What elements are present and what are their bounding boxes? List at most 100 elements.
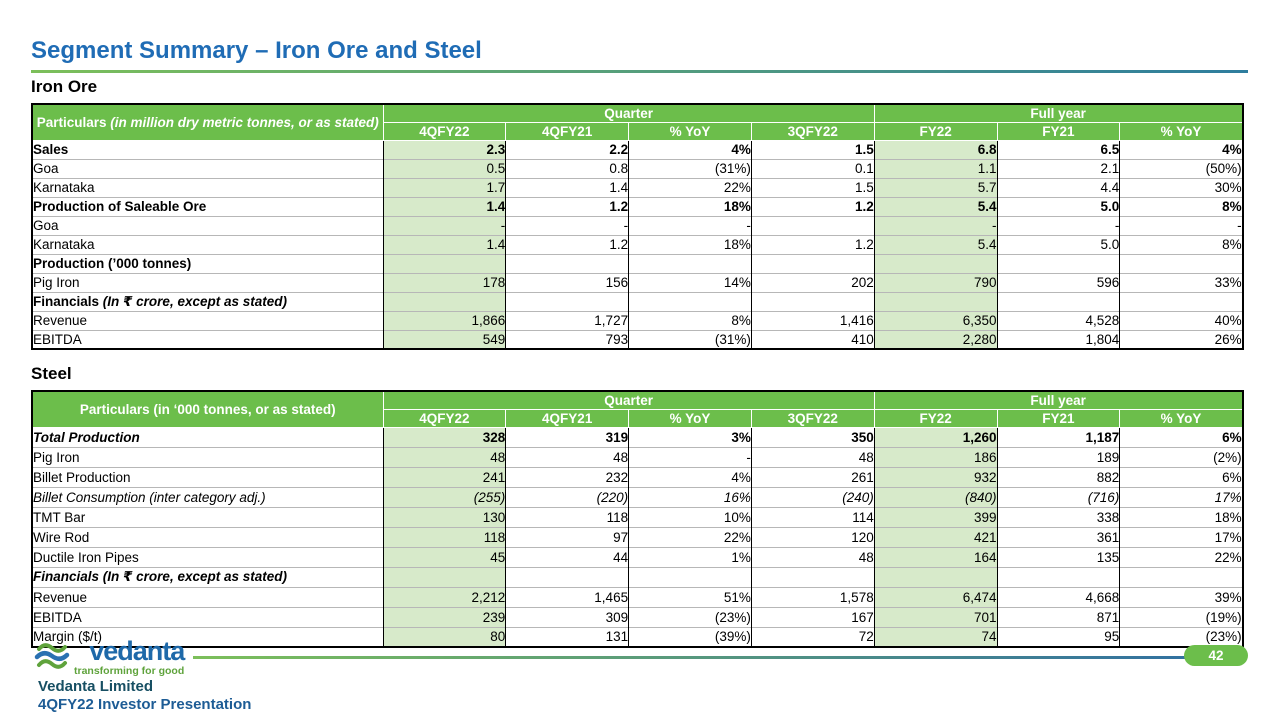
value-cell: - <box>628 215 752 235</box>
value-cell: 1.4 <box>382 196 506 216</box>
column-header: 4QFY21 <box>505 121 630 141</box>
row-label: Goa <box>32 215 383 235</box>
value-cell: 178 <box>382 272 506 292</box>
table-row: Karnataka 1.7 1.4 22% 1.5 5.7 4.4 30% <box>32 177 1243 197</box>
value-cell <box>628 291 752 311</box>
value-cell: 328 <box>382 426 506 447</box>
row-label: Goa <box>32 158 383 178</box>
value-cell: 6,474 <box>873 586 998 607</box>
row-label: TMT Bar <box>32 506 383 527</box>
value-cell: (50%) <box>1119 158 1243 178</box>
vedanta-logo: vedanta transforming for good <box>33 638 185 677</box>
value-cell: 167 <box>750 606 875 627</box>
value-cell: 130 <box>382 506 506 527</box>
value-cell: 0.5 <box>382 158 506 178</box>
iron-ore-table: Particulars (in million dry metric tonne… <box>31 103 1244 350</box>
value-cell: 48 <box>382 446 506 467</box>
presentation-name: 4QFY22 Investor Presentation <box>38 696 252 713</box>
value-cell <box>628 566 752 587</box>
value-cell <box>750 215 875 235</box>
column-header: FY21 <box>996 121 1121 141</box>
value-cell: 97 <box>505 526 629 547</box>
value-cell: 30% <box>1119 177 1243 197</box>
value-cell: 2.3 <box>382 139 506 159</box>
value-cell: 2.1 <box>996 158 1120 178</box>
value-cell: 1,187 <box>996 426 1120 447</box>
column-header: % YoY <box>628 408 752 428</box>
value-cell: (39%) <box>628 626 752 647</box>
value-cell <box>1119 291 1243 311</box>
table-row: Sales 2.3 2.2 4% 1.5 6.8 6.5 4% <box>32 139 1243 159</box>
row-label: Pig Iron <box>32 446 383 467</box>
value-cell: 80 <box>382 626 506 647</box>
section-heading-steel: Steel <box>31 364 72 383</box>
table-row: Billet Consumption (inter category adj.)… <box>32 486 1243 507</box>
footer-divider <box>193 656 1240 659</box>
value-cell: 8% <box>1119 234 1243 254</box>
row-label: Total Production <box>32 426 383 447</box>
value-cell: (31%) <box>628 329 752 349</box>
value-cell: 4.4 <box>996 177 1120 197</box>
value-cell: 5.7 <box>873 177 998 197</box>
row-label: Billet Production <box>32 466 383 487</box>
value-cell: 2,280 <box>873 329 998 349</box>
value-cell: 882 <box>996 466 1120 487</box>
value-cell: 2.2 <box>505 139 629 159</box>
steel-table: Particulars (in ‘000 tonnes, or as state… <box>31 390 1244 648</box>
value-cell: (716) <box>996 486 1120 507</box>
row-label: Revenue <box>32 586 383 607</box>
value-cell <box>382 566 506 587</box>
value-cell <box>750 253 875 273</box>
value-cell: 1.1 <box>873 158 998 178</box>
row-label: Wire Rod <box>32 526 383 547</box>
title-underline <box>31 70 1248 73</box>
value-cell: 421 <box>873 526 998 547</box>
column-header: 4QFY22 <box>382 121 507 141</box>
row-label: Financials (In ₹ crore, except as stated… <box>32 291 383 311</box>
value-cell: 1,260 <box>873 426 998 447</box>
value-cell: 156 <box>505 272 629 292</box>
table-row: Financials (In ₹ crore, except as stated… <box>32 566 1243 587</box>
value-cell: 0.8 <box>505 158 629 178</box>
value-cell: 0.1 <box>750 158 875 178</box>
value-cell: (19%) <box>1119 606 1243 627</box>
value-cell: 5.0 <box>996 196 1120 216</box>
value-cell: 39% <box>1119 586 1243 607</box>
value-cell: 871 <box>996 606 1120 627</box>
value-cell: 1,866 <box>382 310 506 330</box>
value-cell: 95 <box>996 626 1120 647</box>
table-row: EBITDA 239 309 (23%) 167 701 871 (19%) <box>32 606 1243 627</box>
company-name: Vedanta Limited <box>38 678 154 695</box>
table-row: Goa - - - - - - <box>32 215 1243 235</box>
value-cell: 4% <box>628 139 752 159</box>
value-cell <box>750 291 875 311</box>
column-header: % YoY <box>1119 121 1244 141</box>
table-row: Karnataka 1.4 1.2 18% 1.2 5.4 5.0 8% <box>32 234 1243 254</box>
value-cell: 4% <box>1119 139 1243 159</box>
value-cell: - <box>1119 215 1243 235</box>
column-header: 4QFY21 <box>505 408 630 428</box>
value-cell: 232 <box>505 466 629 487</box>
table-row: Ductile Iron Pipes 45 44 1% 48 164 135 22% <box>32 546 1243 567</box>
value-cell <box>873 566 998 587</box>
value-cell: 164 <box>873 546 998 567</box>
value-cell: 1,804 <box>996 329 1120 349</box>
table-row: Total Production 328 319 3% 350 1,260 1,187 6% <box>32 426 1243 447</box>
value-cell: (255) <box>382 486 506 507</box>
value-cell <box>996 566 1120 587</box>
value-cell: 261 <box>750 466 875 487</box>
logo-tagline: transforming for good <box>74 665 185 677</box>
value-cell: - <box>873 215 998 235</box>
row-label: Sales <box>32 139 383 159</box>
value-cell: 72 <box>750 626 875 647</box>
table-row: Goa 0.5 0.8 (31%) 0.1 1.1 2.1 (50%) <box>32 158 1243 178</box>
value-cell: 118 <box>505 506 629 527</box>
value-cell: 51% <box>628 586 752 607</box>
value-cell: 48 <box>750 546 875 567</box>
column-header: 3QFY22 <box>750 121 875 141</box>
value-cell: (220) <box>505 486 629 507</box>
value-cell: (31%) <box>628 158 752 178</box>
particulars-header: Particulars (in ‘000 tonnes, or as state… <box>31 390 384 428</box>
value-cell: 1.5 <box>750 139 875 159</box>
table-row: Margin ($/t) 80 131 (39%) 72 74 95 (23%) <box>32 626 1243 647</box>
